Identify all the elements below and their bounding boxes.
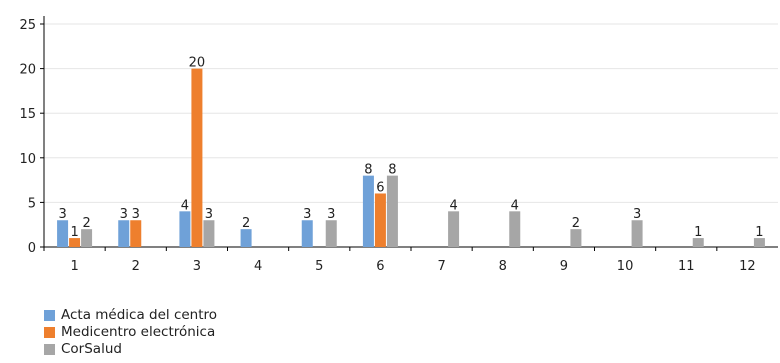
- x-tick-label-3: 4: [254, 259, 262, 274]
- bar-s1-c1: [130, 220, 142, 247]
- legend-swatch-2: [44, 344, 55, 355]
- data-label-s0-c2: 4: [181, 198, 189, 213]
- x-tick-label-4: 5: [315, 259, 323, 274]
- bar-s2-c2: [203, 220, 215, 247]
- gridlines: [44, 23, 778, 203]
- x-tick-label-11: 12: [739, 259, 756, 274]
- x-tick-label-8: 9: [560, 259, 568, 274]
- bar-s2-c11: [753, 238, 765, 247]
- bar-s1-c2: [191, 68, 203, 247]
- data-label-s2-c0: 2: [82, 216, 90, 231]
- y-tick-label-4: 20: [19, 63, 36, 78]
- y-tick-label-2: 10: [19, 152, 36, 167]
- x-tick-label-10: 11: [678, 259, 695, 274]
- data-label-s2-c8: 2: [572, 216, 580, 231]
- legend-label-1: Medicentro electrónica: [61, 324, 216, 340]
- x-tick-label-5: 6: [376, 259, 384, 274]
- x-tick-labels: 1 2 3 4 5 6 7 8 9 10 11 12: [70, 259, 755, 274]
- data-label-s0-c1: 3: [120, 207, 128, 222]
- bar-s2-c5: [386, 175, 398, 247]
- data-label-s2-c4: 3: [327, 207, 335, 222]
- data-label-s2-c5: 8: [388, 163, 396, 178]
- data-label-s1-c5: 6: [376, 180, 384, 195]
- legend-swatch-0: [44, 310, 55, 321]
- x-tick-label-9: 10: [617, 259, 634, 274]
- bar-s0-c2: [179, 211, 191, 247]
- bar-s2-c8: [570, 229, 582, 247]
- data-label-s0-c5: 8: [364, 163, 372, 178]
- bar-s1-c0: [69, 238, 81, 247]
- bar-s0-c5: [362, 175, 374, 247]
- data-label-s0-c4: 3: [303, 207, 311, 222]
- legend-swatch-1: [44, 327, 55, 338]
- x-tick-label-2: 3: [193, 259, 201, 274]
- data-label-s2-c11: 1: [755, 225, 763, 240]
- axes: [40, 16, 778, 251]
- y-tick-label-5: 25: [19, 18, 36, 33]
- y-tick-labels: 0 5 10 15 20 25: [19, 18, 36, 256]
- bar-s2-c10: [692, 238, 704, 247]
- legend-item-1: Medicentro electrónica: [44, 324, 217, 341]
- data-label-s1-c0: 1: [70, 225, 78, 240]
- data-label-s2-c10: 1: [694, 225, 702, 240]
- data-label-s2-c7: 4: [511, 198, 519, 213]
- legend-item-2: CorSalud: [44, 341, 217, 358]
- bar-s0-c1: [118, 220, 130, 247]
- bar-s0-c4: [301, 220, 313, 247]
- legend-label-2: CorSalud: [61, 341, 122, 357]
- data-label-s2-c6: 4: [449, 198, 457, 213]
- bar-s2-c9: [631, 220, 643, 247]
- legend-label-0: Acta médica del centro: [61, 307, 218, 323]
- data-label-s0-c3: 2: [242, 216, 250, 231]
- data-label-s1-c2: 20: [189, 56, 206, 71]
- y-tick-label-3: 15: [19, 107, 36, 122]
- bar-s2-c0: [81, 229, 93, 247]
- x-tick-label-6: 7: [437, 259, 445, 274]
- x-tick-label-7: 8: [499, 259, 507, 274]
- y-tick-label-1: 5: [28, 196, 36, 211]
- y-tick-label-0: 0: [28, 241, 36, 256]
- bar-s0-c0: [57, 220, 69, 247]
- bar-s0-c3: [240, 229, 252, 247]
- bar-s2-c6: [448, 211, 460, 247]
- data-label-s2-c2: 3: [205, 207, 213, 222]
- data-label-s2-c9: 3: [633, 207, 641, 222]
- data-label-s1-c1: 3: [132, 207, 140, 222]
- bar-s1-c5: [374, 193, 386, 247]
- bar-s2-c7: [509, 211, 521, 247]
- legend-item-0: Acta médica del centro: [44, 307, 217, 324]
- x-tick-label-0: 1: [70, 259, 78, 274]
- bar-s2-c4: [325, 220, 337, 247]
- legend: Acta médica del centro Medicentro electr…: [44, 307, 217, 358]
- x-tick-label-1: 2: [132, 259, 140, 274]
- bars: [57, 68, 765, 247]
- data-label-s0-c0: 3: [58, 207, 66, 222]
